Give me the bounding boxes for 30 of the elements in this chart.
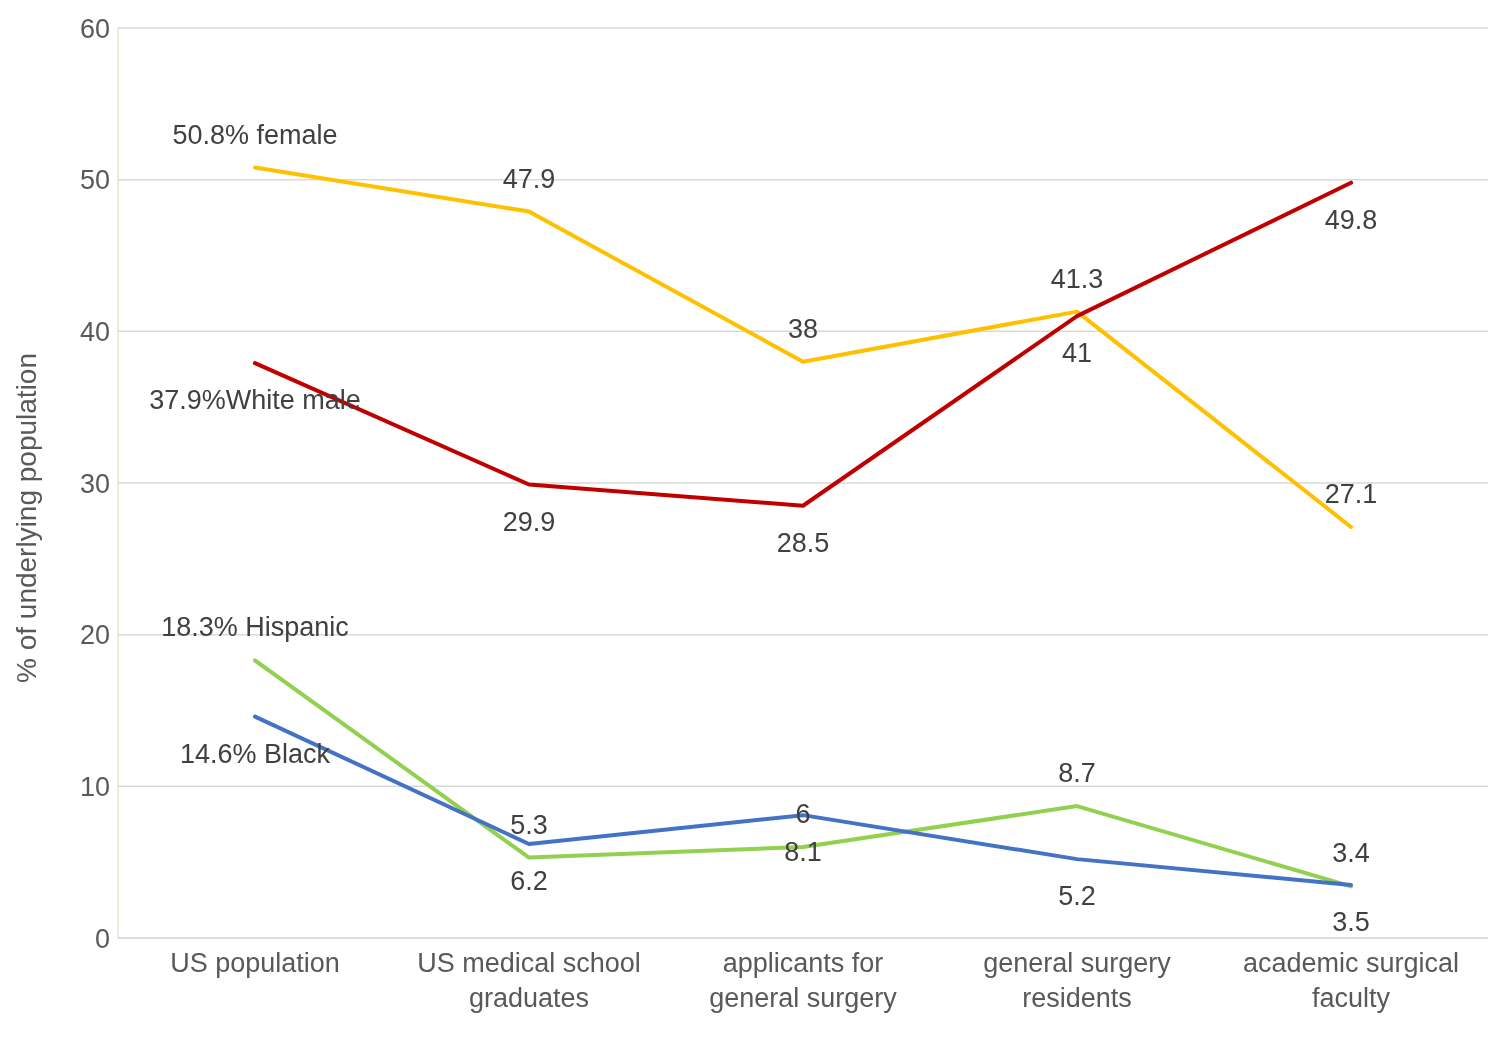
y-tick-label: 20 [79,620,110,651]
data-label: 41.3 [1050,263,1104,294]
y-axis-title: % of underlying population [10,352,42,683]
data-label: 41 [1061,338,1093,369]
x-tick-label: general surgery residents [983,948,1172,1013]
x-tick-label: academic surgical faculty [1242,948,1460,1013]
data-label: 5.3 [510,809,548,840]
y-tick-label: 60 [79,13,110,44]
data-label: 47.9 [502,163,556,194]
y-tick-label: 40 [79,316,110,347]
y-tick-label: 0 [94,923,110,954]
data-label: 28.5 [776,527,830,558]
data-label: 38 [787,313,819,344]
y-tick-label: 50 [79,165,110,196]
data-label: 8.7 [1058,758,1096,789]
x-tick-label: applicants for general surgery [709,948,898,1013]
data-label: 5.2 [1058,881,1096,912]
data-label: 3.5 [1332,906,1370,937]
data-label: 6.2 [510,865,548,896]
y-tick-label: 30 [79,468,110,499]
y-tick-label: 10 [79,771,110,802]
data-label: 27.1 [1324,478,1378,509]
data-label: 14.6% Black [179,738,331,769]
data-label: 18.3% Hispanic [161,612,349,643]
data-label: 50.8% female [172,119,338,150]
data-label: 29.9 [502,506,556,537]
x-tick-label: US medical school graduates [417,948,641,1013]
data-label: 3.4 [1332,838,1370,869]
x-tick-label: US population [170,948,340,978]
data-label: 49.8 [1324,204,1378,235]
